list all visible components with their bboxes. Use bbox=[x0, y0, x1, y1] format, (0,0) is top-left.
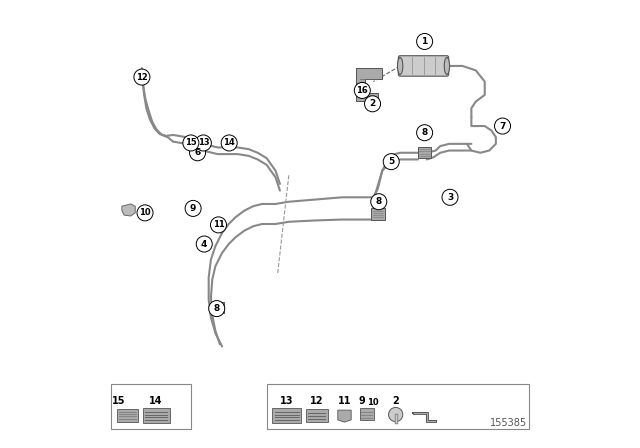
Text: 8: 8 bbox=[376, 197, 382, 206]
Text: 13: 13 bbox=[280, 396, 293, 405]
FancyBboxPatch shape bbox=[360, 408, 374, 420]
FancyBboxPatch shape bbox=[267, 384, 529, 429]
Polygon shape bbox=[371, 208, 385, 220]
Circle shape bbox=[195, 135, 211, 151]
Circle shape bbox=[134, 69, 150, 85]
Text: 12: 12 bbox=[136, 73, 148, 82]
Circle shape bbox=[221, 135, 237, 151]
FancyBboxPatch shape bbox=[116, 409, 138, 422]
Text: 11: 11 bbox=[338, 396, 351, 405]
Text: 10: 10 bbox=[367, 398, 378, 407]
Circle shape bbox=[417, 125, 433, 141]
Circle shape bbox=[495, 118, 511, 134]
Text: 14: 14 bbox=[149, 396, 163, 405]
Polygon shape bbox=[418, 147, 431, 158]
Text: 14: 14 bbox=[223, 138, 235, 147]
Text: 15: 15 bbox=[112, 396, 125, 405]
Text: 10: 10 bbox=[140, 208, 151, 217]
Circle shape bbox=[185, 200, 201, 216]
Circle shape bbox=[383, 154, 399, 170]
FancyBboxPatch shape bbox=[273, 408, 301, 423]
Text: 12: 12 bbox=[310, 396, 323, 405]
Circle shape bbox=[355, 82, 371, 99]
Polygon shape bbox=[211, 302, 224, 313]
Circle shape bbox=[371, 194, 387, 210]
Circle shape bbox=[137, 205, 153, 221]
Text: 13: 13 bbox=[198, 138, 209, 147]
FancyBboxPatch shape bbox=[111, 384, 191, 429]
Polygon shape bbox=[122, 204, 135, 216]
Text: 9: 9 bbox=[358, 396, 365, 405]
Text: 8: 8 bbox=[422, 128, 428, 137]
Polygon shape bbox=[356, 68, 382, 101]
Text: 2: 2 bbox=[392, 396, 399, 405]
Circle shape bbox=[196, 236, 212, 252]
Polygon shape bbox=[338, 410, 351, 422]
Circle shape bbox=[388, 407, 403, 422]
Text: 6: 6 bbox=[195, 148, 201, 157]
Circle shape bbox=[189, 145, 205, 161]
Text: 2: 2 bbox=[369, 99, 376, 108]
Text: 4: 4 bbox=[201, 240, 207, 249]
FancyBboxPatch shape bbox=[306, 409, 328, 422]
Text: 9: 9 bbox=[190, 204, 196, 213]
Circle shape bbox=[183, 135, 199, 151]
Text: 7: 7 bbox=[499, 121, 506, 130]
Text: 8: 8 bbox=[214, 304, 220, 313]
FancyBboxPatch shape bbox=[398, 56, 449, 76]
Circle shape bbox=[442, 189, 458, 205]
Polygon shape bbox=[413, 412, 436, 422]
Circle shape bbox=[211, 217, 227, 233]
Text: 11: 11 bbox=[212, 220, 225, 229]
Text: 155385: 155385 bbox=[490, 418, 527, 428]
Text: 3: 3 bbox=[447, 193, 453, 202]
Text: 15: 15 bbox=[185, 138, 196, 147]
FancyBboxPatch shape bbox=[143, 408, 170, 423]
Ellipse shape bbox=[444, 57, 449, 74]
Circle shape bbox=[365, 96, 381, 112]
Circle shape bbox=[417, 34, 433, 49]
Circle shape bbox=[209, 301, 225, 317]
Text: 5: 5 bbox=[388, 157, 394, 166]
Ellipse shape bbox=[397, 57, 403, 74]
Text: 1: 1 bbox=[422, 37, 428, 46]
Text: 16: 16 bbox=[356, 86, 368, 95]
